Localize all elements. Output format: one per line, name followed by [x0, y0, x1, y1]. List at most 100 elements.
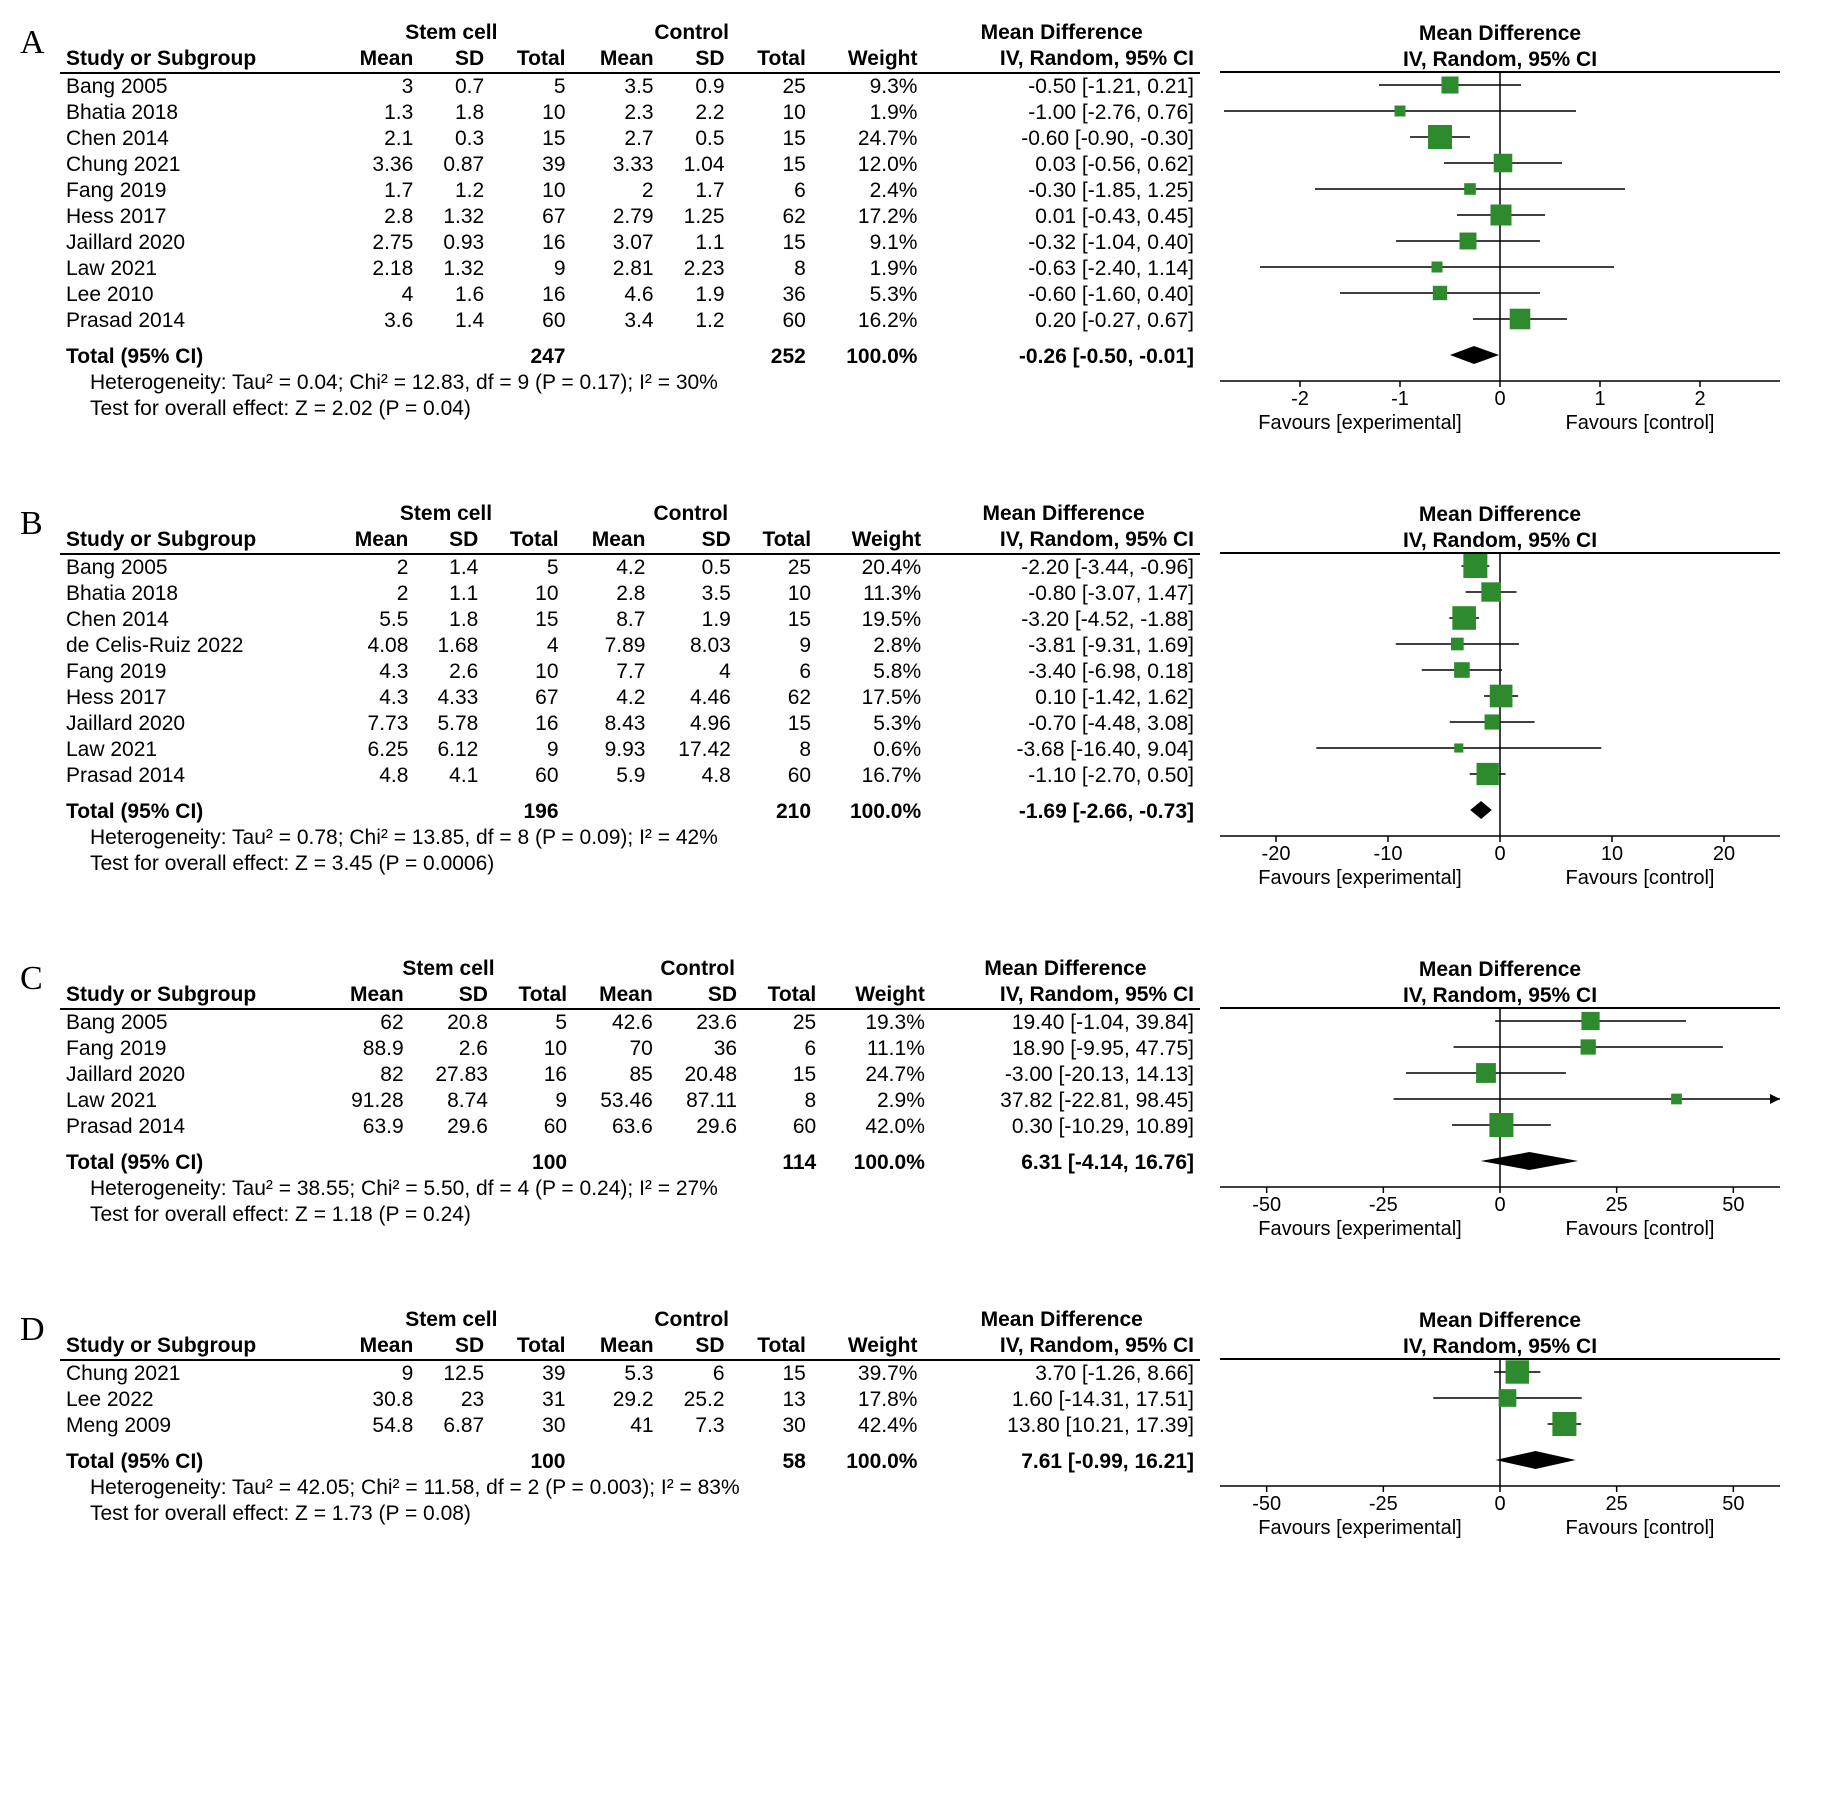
forest-plot-svg: Mean DifferenceIV, Random, 95% CI-20-100… [1200, 501, 1800, 896]
study-name: Jaillard 2020 [60, 1062, 324, 1088]
heterogeneity-line: Heterogeneity: Tau² = 0.04; Chi² = 12.83… [60, 370, 1200, 396]
plot-subheader: IV, Random, 95% CI [1403, 48, 1597, 71]
heterogeneity-line: Heterogeneity: Tau² = 0.78; Chi² = 13.85… [60, 825, 1200, 851]
point-marker [1441, 76, 1458, 93]
favours-left: Favours [experimental] [1258, 1218, 1461, 1240]
col-sd2: SD [659, 982, 743, 1009]
study-row: Bhatia 2018 1.31.810 2.32.210 1.9%-1.00 … [60, 100, 1200, 126]
study-name: Fang 2019 [60, 1036, 324, 1062]
col-md: IV, Random, 95% CI [923, 1333, 1200, 1360]
col-mean1: Mean [327, 527, 414, 554]
col-total1: Total [490, 1333, 571, 1360]
heterogeneity-line: Heterogeneity: Tau² = 42.05; Chi² = 11.5… [60, 1475, 1200, 1501]
point-marker [1671, 1094, 1682, 1105]
study-row: Law 2021 2.181.329 2.812.238 1.9%-0.63 [… [60, 256, 1200, 282]
total-n2: 210 [737, 789, 817, 825]
favours-left: Favours [experimental] [1258, 867, 1461, 889]
col-sd2: SD [651, 527, 736, 554]
tick-label: 25 [1606, 1194, 1628, 1216]
total-w: 100.0% [817, 789, 927, 825]
tick-label: 0 [1494, 1493, 1505, 1515]
study-row: Bang 2005 21.45 4.20.525 20.4%-2.20 [-3.… [60, 554, 1200, 581]
pooled-diamond [1495, 1451, 1575, 1469]
col-study: Study or Subgroup [60, 982, 324, 1009]
point-marker [1433, 286, 1447, 300]
tick-label: -10 [1374, 843, 1403, 865]
favours-right: Favours [control] [1566, 412, 1715, 434]
plot-header: Mean Difference [1419, 22, 1581, 45]
group-md: Mean Difference [923, 1307, 1200, 1333]
total-md: 6.31 [-4.14, 16.76] [931, 1140, 1200, 1176]
study-name: Prasad 2014 [60, 308, 331, 334]
point-marker [1428, 125, 1452, 149]
point-marker [1395, 106, 1406, 117]
panel-letter: B [20, 505, 43, 543]
study-name: Hess 2017 [60, 204, 331, 230]
plot-subheader: IV, Random, 95% CI [1403, 1335, 1597, 1358]
col-sd1: SD [419, 46, 490, 73]
study-name: Jaillard 2020 [60, 711, 327, 737]
point-marker [1481, 582, 1500, 601]
total-n2: 114 [743, 1140, 822, 1176]
study-row: Chen 2014 2.10.315 2.70.515 24.7%-0.60 [… [60, 126, 1200, 152]
total-md: -1.69 [-2.66, -0.73] [927, 789, 1200, 825]
study-name: Chen 2014 [60, 607, 327, 633]
point-marker [1454, 743, 1463, 752]
col-sd1: SD [419, 1333, 490, 1360]
study-row: Hess 2017 4.34.3367 4.24.4662 17.5%0.10 … [60, 685, 1200, 711]
col-mean2: Mean [572, 46, 660, 73]
group-md: Mean Difference [923, 20, 1200, 46]
study-name: Law 2021 [60, 256, 331, 282]
total-n1: 247 [490, 334, 571, 370]
overall-effect-line: Test for overall effect: Z = 1.18 (P = 0… [60, 1202, 1200, 1228]
col-total2: Total [737, 527, 817, 554]
tick-label: -2 [1291, 388, 1309, 410]
point-marker [1463, 554, 1487, 578]
plot-header: Mean Difference [1419, 1309, 1581, 1332]
group-stemcell: Stem cell [331, 1307, 571, 1333]
study-row: Meng 2009 54.86.8730 417.330 42.4%13.80 … [60, 1413, 1200, 1439]
study-row: Law 2021 6.256.129 9.9317.428 0.6%-3.68 … [60, 737, 1200, 763]
panel-letter: A [20, 24, 45, 62]
pooled-diamond [1470, 801, 1492, 819]
point-marker [1454, 662, 1470, 678]
forest-plot-svg: Mean DifferenceIV, Random, 95% CI-50-250… [1200, 1307, 1800, 1546]
forest-panel-D: D Stem cell Control Mean Difference Stud… [30, 1307, 1802, 1546]
tick-label: 0 [1494, 843, 1505, 865]
study-row: Prasad 2014 4.84.160 5.94.860 16.7%-1.10… [60, 763, 1200, 789]
col-mean1: Mean [331, 46, 419, 73]
col-total2: Total [743, 982, 822, 1009]
col-study: Study or Subgroup [60, 527, 327, 554]
total-w: 100.0% [812, 334, 924, 370]
tick-label: 20 [1713, 843, 1735, 865]
col-mean2: Mean [572, 1333, 660, 1360]
study-row: Bhatia 2018 21.110 2.83.510 11.3%-0.80 [… [60, 581, 1200, 607]
tick-label: -1 [1391, 388, 1409, 410]
study-name: Fang 2019 [60, 659, 327, 685]
total-row: Total (95% CI) 100 58 100.0% 7.61 [-0.99… [60, 1439, 1200, 1475]
forest-table: Stem cell Control Mean Difference Study … [60, 1307, 1200, 1475]
study-row: Lee 2010 41.616 4.61.936 5.3%-0.60 [-1.6… [60, 282, 1200, 308]
group-control: Control [573, 956, 822, 982]
tick-label: 1 [1594, 388, 1605, 410]
col-mean2: Mean [573, 982, 659, 1009]
panel-letter: C [20, 960, 43, 998]
total-n2: 252 [731, 334, 812, 370]
tick-label: -25 [1369, 1194, 1398, 1216]
col-total1: Total [484, 527, 564, 554]
col-weight: Weight [817, 527, 927, 554]
point-marker [1452, 606, 1476, 630]
study-name: Meng 2009 [60, 1413, 331, 1439]
study-row: Hess 2017 2.81.3267 2.791.2562 17.2%0.01… [60, 204, 1200, 230]
overall-effect-line: Test for overall effect: Z = 1.73 (P = 0… [60, 1501, 1200, 1527]
panel-letter: D [20, 1311, 45, 1349]
total-n1: 196 [484, 789, 564, 825]
col-md: IV, Random, 95% CI [927, 527, 1200, 554]
total-label: Total (95% CI) [60, 334, 331, 370]
point-marker [1506, 1360, 1529, 1383]
point-marker [1432, 262, 1443, 273]
total-label: Total (95% CI) [60, 1439, 331, 1475]
tick-label: -25 [1369, 1493, 1398, 1515]
total-label: Total (95% CI) [60, 789, 327, 825]
total-n1: 100 [494, 1140, 573, 1176]
